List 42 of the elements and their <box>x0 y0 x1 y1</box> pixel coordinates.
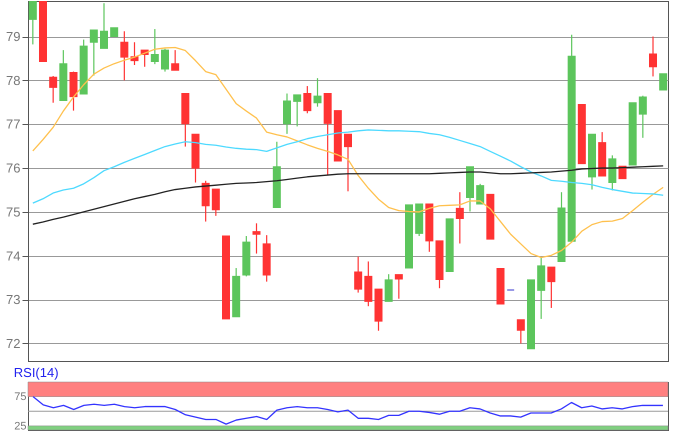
candlestick <box>638 95 647 138</box>
candlestick <box>608 154 616 192</box>
candlestick <box>354 256 362 294</box>
chart-title: RSI(14) <box>14 364 59 380</box>
y-tick-label: 78 <box>6 72 20 88</box>
candlestick <box>161 48 169 72</box>
y-tick-label: 73 <box>6 292 20 308</box>
candlestick <box>303 85 312 114</box>
candlestick <box>212 188 220 216</box>
candlestick <box>384 274 393 302</box>
candlestick <box>100 2 108 49</box>
y-tick-label: 76 <box>6 160 20 176</box>
candlestick <box>456 192 464 244</box>
candlestick <box>90 29 98 76</box>
candlestick <box>516 319 525 344</box>
candlestick <box>293 94 302 128</box>
candlestick <box>49 75 58 104</box>
candlestick <box>344 134 352 192</box>
line-series <box>32 129 664 204</box>
candlestick <box>476 183 484 205</box>
candlestick <box>283 92 291 134</box>
line-series <box>32 396 664 425</box>
line-series <box>32 46 664 258</box>
candlestick <box>314 78 322 108</box>
line-series <box>32 165 664 225</box>
y-tick-label: 79 <box>6 29 20 44</box>
candlestick <box>659 73 668 91</box>
y-tick-label: 25 <box>14 420 26 432</box>
candlestick <box>171 50 180 71</box>
y-tick-label: 74 <box>6 248 20 264</box>
y-tick-label: 77 <box>6 116 20 132</box>
candlestick <box>252 222 260 254</box>
candlestick <box>547 266 556 309</box>
candlestick <box>649 36 658 78</box>
candlestick <box>150 28 159 65</box>
candlestick <box>618 166 627 180</box>
y-tick-label: 75 <box>6 204 20 220</box>
candlestick <box>120 30 128 81</box>
y-tick-label: 75 <box>14 391 26 404</box>
y-tick-label: 72 <box>6 336 20 351</box>
candlestick <box>202 180 210 222</box>
candlestick <box>394 274 403 300</box>
